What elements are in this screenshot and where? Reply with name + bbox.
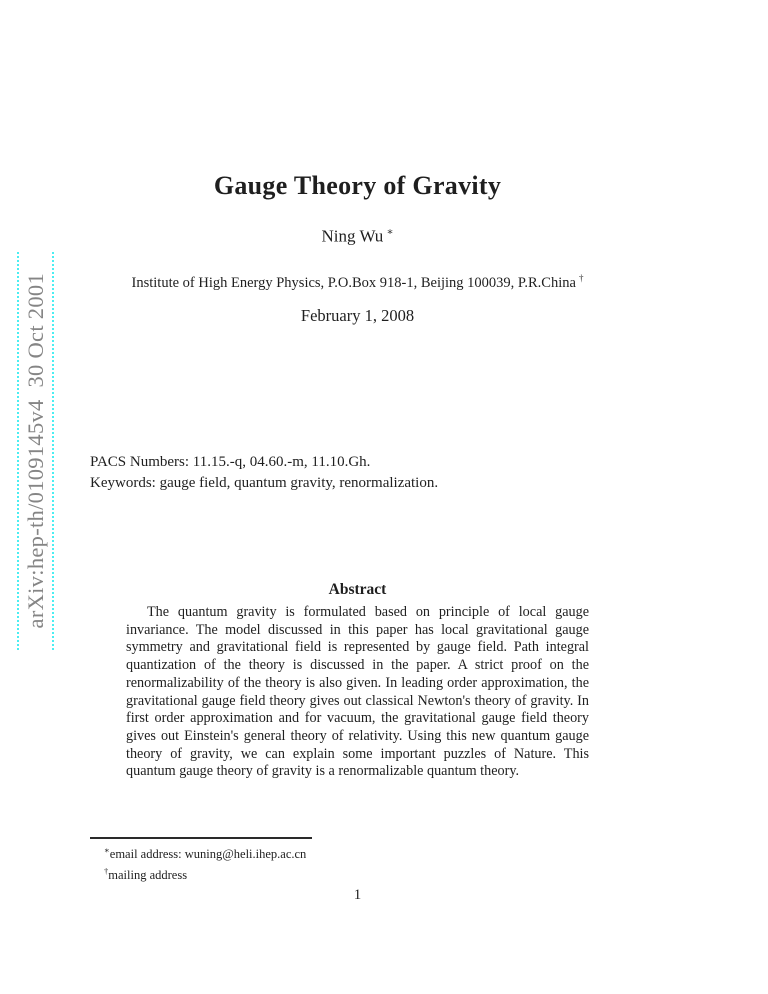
- footnote-email-marker: ∗: [104, 845, 110, 855]
- abstract-text: The quantum gravity is formulated based …: [126, 604, 589, 780]
- footnote-mailing: †mailing address: [90, 863, 625, 884]
- page-number: 1: [353, 887, 362, 903]
- arxiv-watermark: arXiv:hep-th/0109145v4 30 Oct 2001: [17, 252, 54, 650]
- footnote-rule: [90, 837, 312, 839]
- author-line: Ning Wu ∗: [90, 226, 625, 247]
- author-footnote-marker: ∗: [386, 227, 394, 238]
- affiliation-footnote-marker: †: [578, 273, 584, 283]
- footnote-mailing-marker: †: [104, 865, 109, 876]
- affiliation-line: Institute of High Energy Physics, P.O.Bo…: [90, 273, 625, 292]
- author-name: Ning Wu: [321, 226, 384, 246]
- footnote-email: ∗email address: wuning@heli.ihep.ac.cn: [90, 842, 625, 863]
- arxiv-id-label: arXiv:hep-th/0109145v4 30 Oct 2001: [22, 273, 48, 629]
- footnote-mailing-text: mailing address: [108, 867, 188, 882]
- paper-meta: PACS Numbers: 11.15.-q, 04.60.-m, 11.10.…: [90, 452, 625, 494]
- footnotes: ∗email address: wuning@heli.ihep.ac.cn †…: [90, 842, 625, 883]
- affiliation-text: Institute of High Energy Physics, P.O.Bo…: [131, 274, 576, 291]
- keywords: Keywords: gauge field, quantum gravity, …: [90, 475, 439, 491]
- paper-page: Gauge Theory of Gravity Ning Wu ∗ Institu…: [90, 0, 625, 994]
- paper-date: February 1, 2008: [300, 306, 415, 325]
- abstract-heading: Abstract: [328, 581, 387, 598]
- paper-title: Gauge Theory of Gravity: [213, 171, 502, 200]
- pacs-numbers: PACS Numbers: 11.15.-q, 04.60.-m, 11.10.…: [90, 454, 371, 470]
- footnote-email-text: email address: wuning@heli.ihep.ac.cn: [109, 847, 307, 862]
